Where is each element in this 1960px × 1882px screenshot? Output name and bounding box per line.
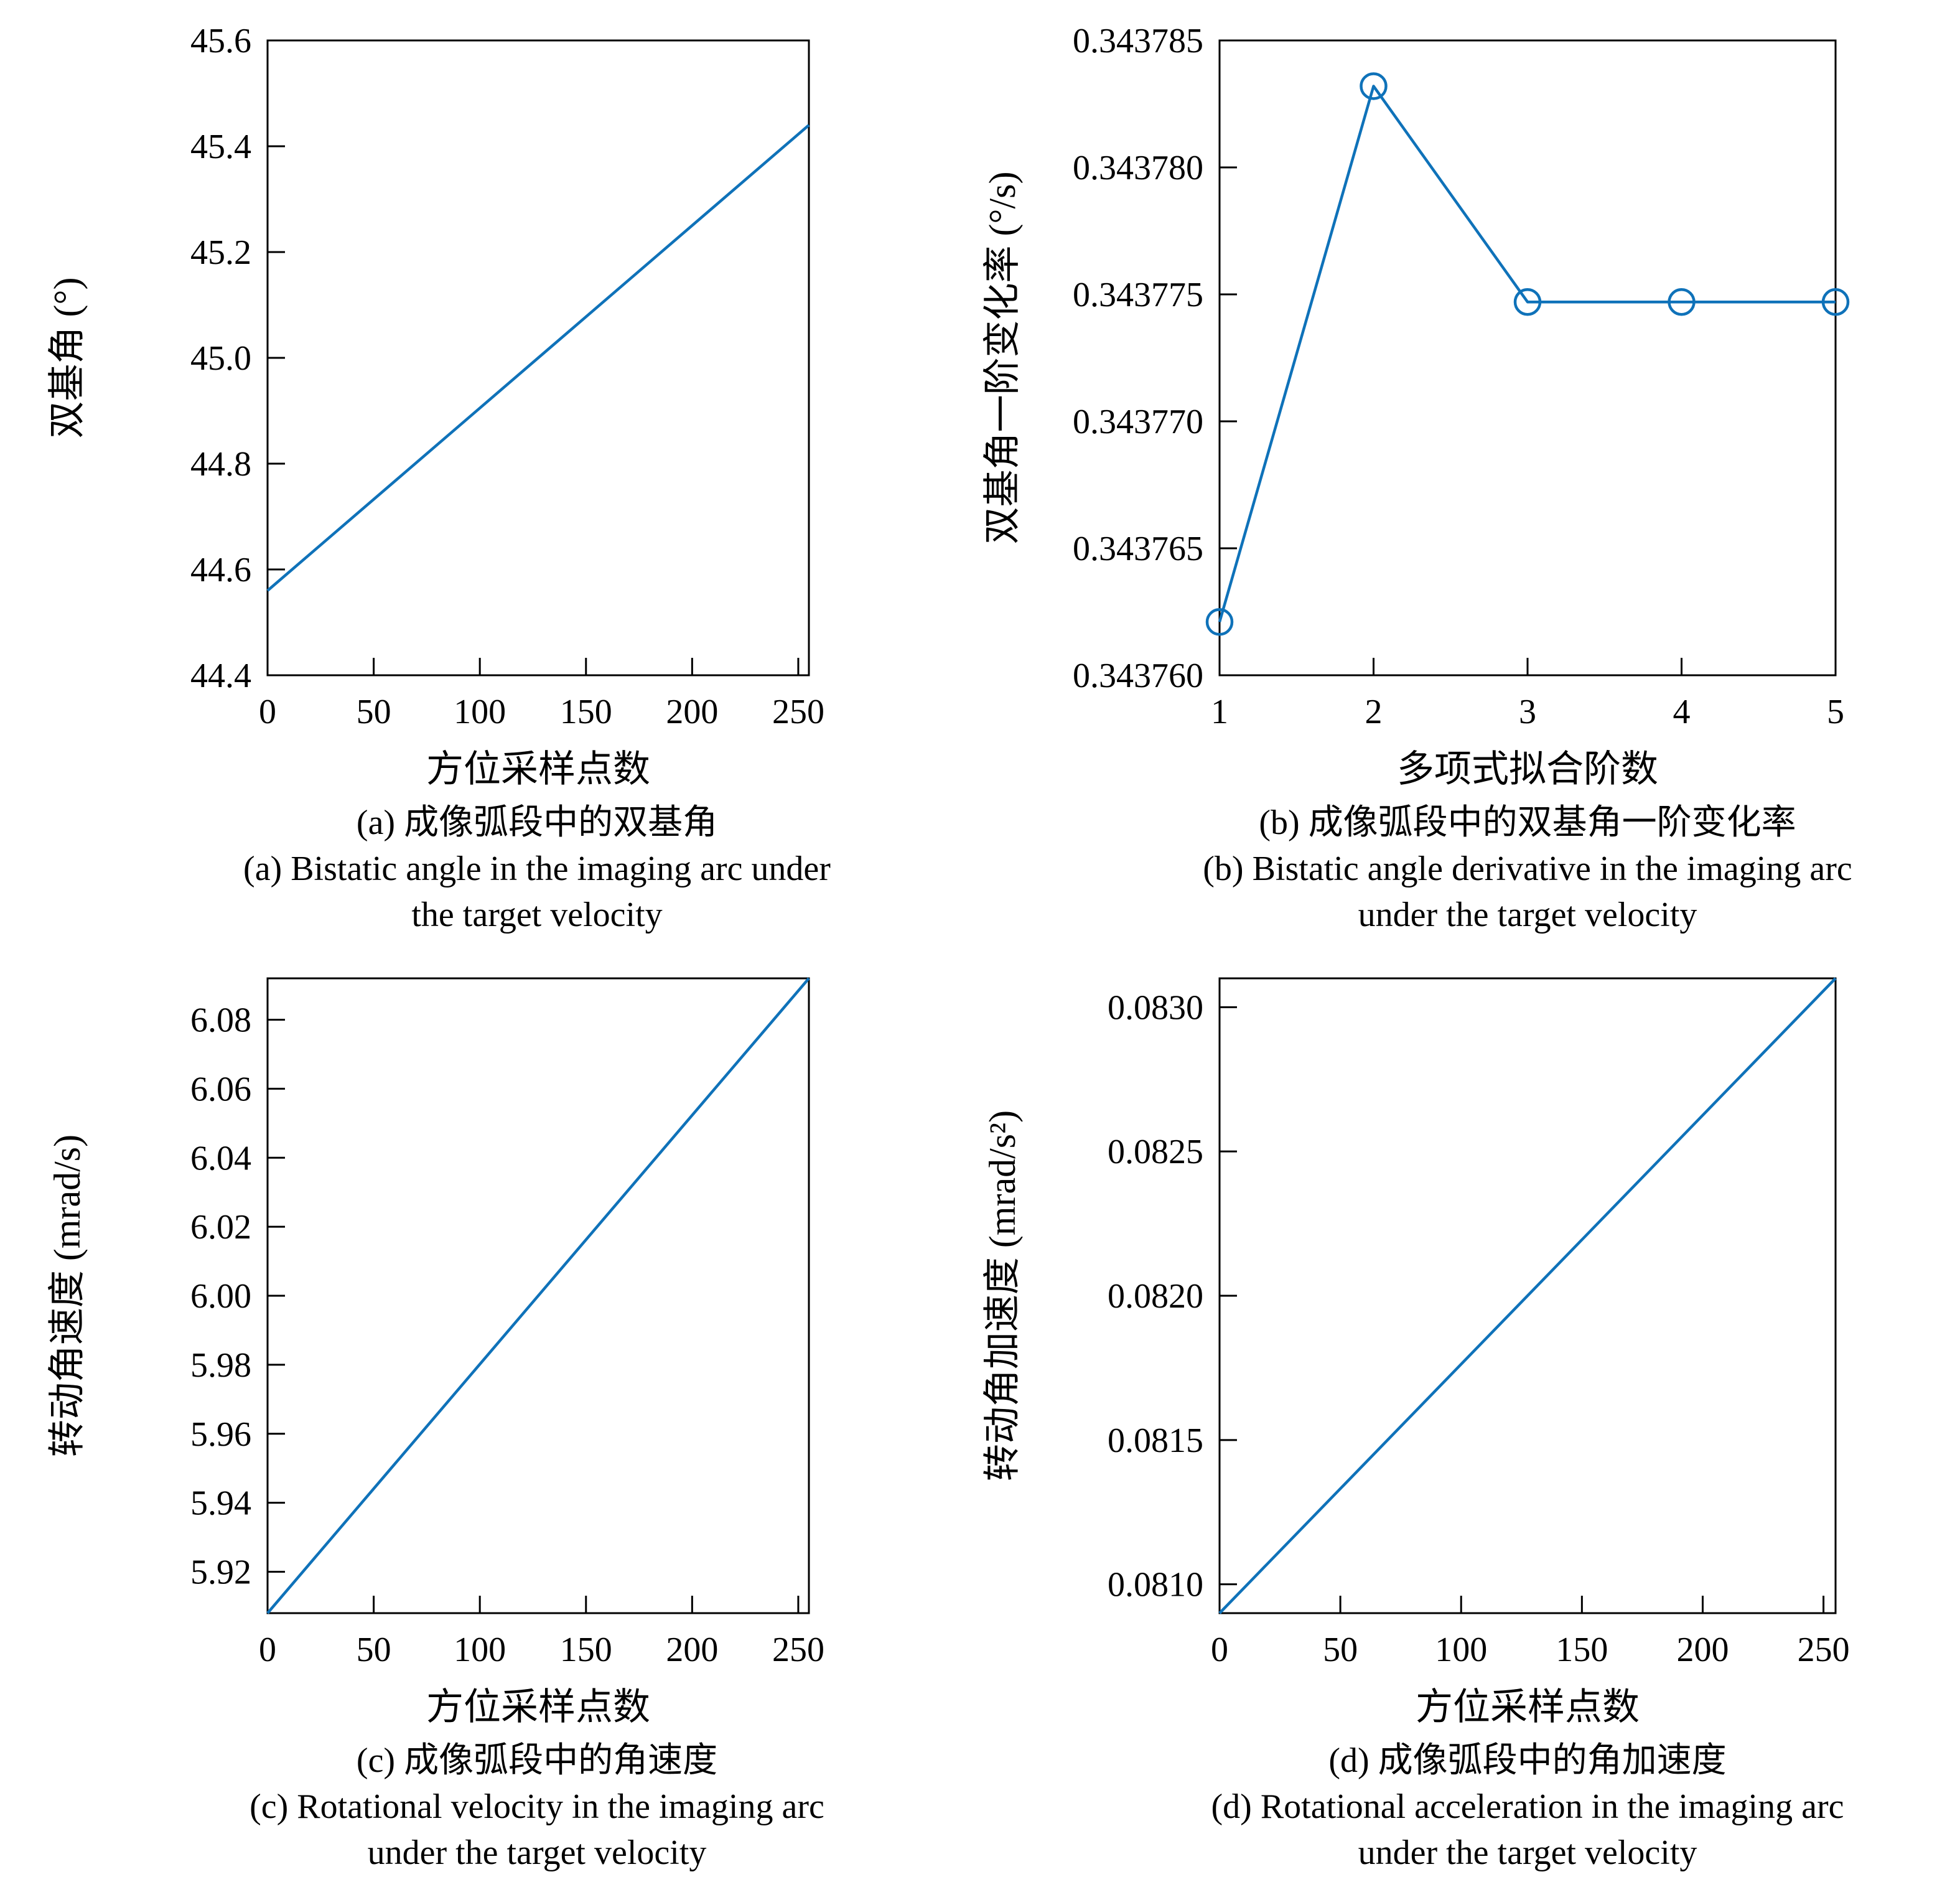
x-tick-label: 100 [1435,1631,1487,1669]
y-axis-label: 转动角加速度 (mrad/s²) [982,1110,1023,1481]
y-tick-label: 6.06 [190,1070,251,1108]
x-tick-label: 3 [1519,693,1536,731]
x-axis-label: 方位采样点数 [426,749,650,790]
chart-c-plot: 5.92 5.94 5.96 5.98 6.00 6.02 6.04 6.06 6.08 0 50 1… [47,977,824,1728]
chart-d-plot: 0.0810 0.0815 0.0820 0.0825 0.0830 0 50 100 150 2… [982,977,1850,1728]
y-tick-label: 0.343780 [1073,149,1203,187]
y-tick-label: 0.343765 [1073,530,1203,568]
data-line-a [266,124,810,592]
y-tick-label: 6.00 [190,1277,251,1316]
x-tick-label: 0 [259,1631,276,1669]
chart-d-caption-en-line2: under the target velocity [1358,1833,1697,1872]
chart-c-block: 5.92 5.94 5.96 5.98 6.00 6.02 6.04 6.06 6.08 0 50 1… [0,938,980,1876]
x-tick-label: 5 [1827,693,1844,731]
chart-d-block: 0.0810 0.0815 0.0820 0.0825 0.0830 0 50 100 150 2… [980,938,1960,1876]
axes-frame [1218,39,1837,676]
y-tick-label: 45.0 [190,339,251,378]
y-tick-label: 45.6 [190,22,251,60]
chart-b-plot: 0.343760 0.343765 0.343770 0.343775 0.343780… [982,22,1850,790]
data-line-d [1218,977,1837,1614]
x-tick-label: 200 [1676,1631,1729,1669]
y-tick-label: 0.343785 [1073,22,1203,60]
chart-a-captions: (a) 成像弧段中的双基角 (a) Bistatic angle in the … [98,800,976,938]
y-tick-label: 44.4 [190,657,251,695]
y-tick-label: 44.6 [190,551,251,589]
chart-a-caption-zh: (a) 成像弧段中的双基角 [356,803,718,842]
chart-d-captions: (d) 成像弧段中的角加速度 (d) Rotational accelerati… [1089,1738,1960,1876]
plot-area-a: 44.4 44.6 44.8 45.0 45.2 45.4 45.6 0 50 100 150 200… [47,22,824,790]
y-tick-label: 6.02 [190,1208,251,1247]
y-tick-label: 0.0810 [1108,1566,1203,1604]
y-tick-label: 0.343760 [1073,657,1203,695]
y-tick-label: 45.4 [190,128,251,166]
chart-b-captions: (b) 成像弧段中的双基角一阶变化率 (b) Bistatic angle de… [1089,800,1960,938]
x-tick-label: 250 [1798,1631,1850,1669]
x-tick-label: 150 [560,693,612,731]
x-tick-label: 0 [1211,1631,1228,1669]
chart-a-caption-en-line1: (a) Bistatic angle in the imaging arc un… [243,850,831,888]
chart-a-caption-en-line2: the target velocity [411,896,663,934]
x-tick-label: 50 [357,693,391,731]
x-tick-label: 200 [666,1631,718,1669]
chart-c-caption-en-line1: (c) Rotational velocity in the imaging a… [250,1787,824,1826]
chart-b-block: 0.343760 0.343765 0.343770 0.343775 0.343780… [980,0,1960,938]
data-marker [1205,608,1234,636]
y-tick-label: 44.8 [190,445,251,484]
x-tick-label: 150 [560,1631,612,1669]
y-tick-label: 6.08 [190,1001,251,1040]
x-tick-label: 50 [357,1631,391,1669]
plot-area-d: 0.0810 0.0815 0.0820 0.0825 0.0830 0 50 100 150 2… [982,977,1850,1728]
y-tick-label: 5.96 [190,1415,251,1454]
x-tick-label: 2 [1365,693,1383,731]
data-line-b [1218,85,1836,622]
y-axis-label: 双基角一阶变化率 (°/s) [982,172,1023,545]
y-tick-label: 0.0830 [1108,988,1203,1027]
x-tick-label: 4 [1673,693,1691,731]
data-line-c [266,977,810,1614]
x-axis-label: 方位采样点数 [426,1687,650,1728]
chart-b-caption-zh: (b) 成像弧段中的双基角一阶变化率 [1259,803,1796,842]
x-tick-label: 50 [1323,1631,1358,1669]
y-tick-label: 0.0820 [1108,1277,1203,1316]
x-tick-label: 150 [1556,1631,1608,1669]
plot-area-c: 5.92 5.94 5.96 5.98 6.00 6.02 6.04 6.06 6.08 0 50 1… [47,977,824,1728]
x-tick-label: 1 [1211,693,1228,731]
x-tick-label: 100 [454,1631,506,1669]
x-axis-label: 多项式拟合阶数 [1397,749,1658,790]
x-tick-label: 100 [454,693,506,731]
plot-area-b: 0.343760 0.343765 0.343770 0.343775 0.343780… [982,22,1850,790]
chart-a-block: 44.4 44.6 44.8 45.0 45.2 45.4 45.6 0 50 100 150 200… [0,0,980,938]
chart-d-caption-en-line1: (d) Rotational acceleration in the imagi… [1211,1787,1844,1826]
y-axis-label: 双基角 (°) [47,278,88,439]
chart-d-caption-zh: (d) 成像弧段中的角加速度 [1328,1741,1727,1780]
chart-b-caption-en-line2: under the target velocity [1358,896,1697,934]
y-tick-label: 0.343770 [1073,403,1203,441]
x-tick-label: 0 [259,693,276,731]
data-marker [1668,288,1696,316]
chart-a-plot: 44.4 44.6 44.8 45.0 45.2 45.4 45.6 0 50 100 150 200… [47,22,824,790]
y-axis-label: 转动角速度 (mrad/s) [47,1135,88,1457]
y-tick-label: 0.0815 [1108,1421,1203,1460]
y-tick-label: 5.98 [190,1346,251,1385]
y-tick-label: 6.04 [190,1139,251,1177]
y-tick-label: 5.94 [190,1484,251,1523]
x-axis-label: 方位采样点数 [1416,1687,1640,1728]
x-tick-label: 200 [666,693,718,731]
x-tick-label: 250 [772,1631,824,1669]
y-tick-label: 5.92 [190,1553,251,1592]
x-tick-label: 250 [772,693,824,731]
chart-c-captions: (c) 成像弧段中的角速度 (c) Rotational velocity in… [98,1738,976,1876]
chart-c-caption-en-line2: under the target velocity [367,1833,707,1872]
y-tick-label: 0.0825 [1108,1133,1203,1171]
y-tick-label: 45.2 [190,233,251,272]
data-marker [1821,288,1850,316]
data-marker [1513,288,1542,316]
chart-c-caption-zh: (c) 成像弧段中的角速度 [356,1741,718,1780]
chart-b-caption-en-line1: (b) Bistatic angle derivative in the ima… [1203,850,1852,888]
data-marker [1360,72,1388,100]
y-tick-label: 0.343775 [1073,276,1203,314]
